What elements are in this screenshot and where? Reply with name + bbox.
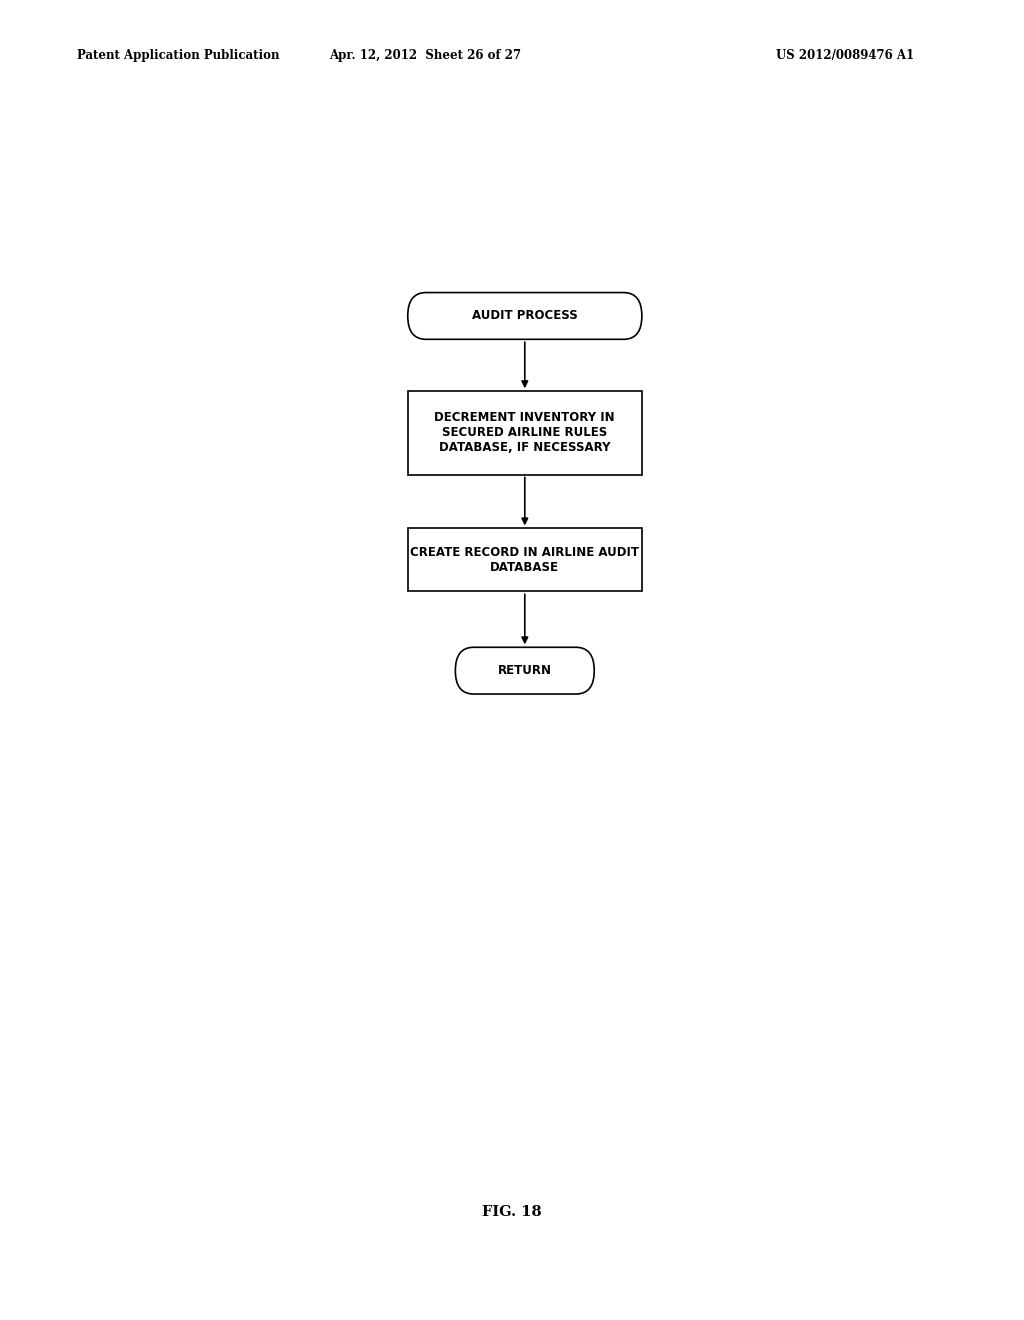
Text: RETURN: RETURN xyxy=(498,664,552,677)
Text: DECREMENT INVENTORY IN
SECURED AIRLINE RULES
DATABASE, IF NECESSARY: DECREMENT INVENTORY IN SECURED AIRLINE R… xyxy=(434,412,615,454)
Text: US 2012/0089476 A1: US 2012/0089476 A1 xyxy=(776,49,913,62)
Bar xyxy=(408,391,642,474)
Text: AUDIT PROCESS: AUDIT PROCESS xyxy=(472,309,578,322)
Text: CREATE RECORD IN AIRLINE AUDIT
DATABASE: CREATE RECORD IN AIRLINE AUDIT DATABASE xyxy=(411,546,639,574)
Text: FIG. 18: FIG. 18 xyxy=(482,1205,542,1218)
Text: Apr. 12, 2012  Sheet 26 of 27: Apr. 12, 2012 Sheet 26 of 27 xyxy=(329,49,521,62)
Text: Patent Application Publication: Patent Application Publication xyxy=(77,49,280,62)
FancyBboxPatch shape xyxy=(408,293,642,339)
Bar xyxy=(408,528,642,591)
FancyBboxPatch shape xyxy=(456,647,594,694)
